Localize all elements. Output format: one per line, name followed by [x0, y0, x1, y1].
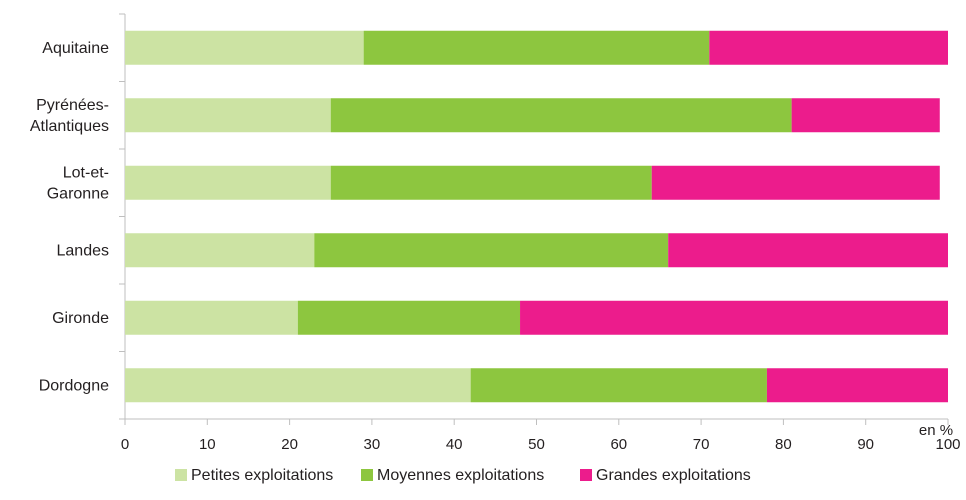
- x-tick-label: 70: [693, 436, 710, 453]
- x-tick-label: 40: [446, 436, 463, 453]
- bars: [125, 30, 948, 403]
- legend-label: Petites exploitations: [191, 467, 333, 484]
- bar-petites-4: [125, 300, 298, 335]
- legend: Petites exploitations Moyennes exploitati…: [175, 467, 751, 484]
- x-tick-label: 0: [121, 436, 129, 453]
- bar-grandes-3: [668, 233, 948, 268]
- x-tick-label: 80: [775, 436, 792, 453]
- bar-moyennes-3: [314, 233, 669, 268]
- x-tick-label: 30: [364, 436, 381, 453]
- bar-moyennes-0: [363, 30, 710, 65]
- category-label: Landes: [57, 242, 110, 259]
- bar-moyennes-1: [330, 98, 792, 133]
- bar-grandes-2: [651, 165, 940, 200]
- x-tick-label: 10: [199, 436, 216, 453]
- bar-petites-1: [125, 98, 331, 133]
- legend-swatch: [175, 469, 187, 481]
- x-tick-label: 60: [610, 436, 627, 453]
- bar-petites-0: [125, 30, 364, 65]
- category-label: Pyrénées-Atlantiques: [30, 97, 109, 135]
- x-tick-label: 100: [935, 436, 960, 453]
- bar-moyennes-4: [297, 300, 521, 335]
- legend-swatch: [361, 469, 373, 481]
- legend-label: Grandes exploitations: [596, 467, 751, 484]
- bar-petites-2: [125, 165, 331, 200]
- bar-grandes-1: [791, 98, 940, 133]
- axes: [119, 13, 949, 425]
- legend-label: Moyennes exploitations: [377, 467, 544, 484]
- x-tick-label: 50: [528, 436, 545, 453]
- x-tick-label: 90: [857, 436, 874, 453]
- bar-grandes-0: [709, 30, 948, 65]
- bar-grandes-5: [766, 368, 948, 403]
- bar-petites-3: [125, 233, 315, 268]
- bar-moyennes-2: [330, 165, 652, 200]
- category-label: Dordogne: [39, 377, 109, 394]
- category-label: Lot-et-Garonne: [47, 164, 109, 202]
- legend-swatch: [580, 469, 592, 481]
- category-label: Gironde: [52, 310, 109, 327]
- bar-moyennes-5: [470, 368, 767, 403]
- bar-grandes-4: [520, 300, 948, 335]
- category-label: Aquitaine: [42, 40, 109, 57]
- bar-petites-5: [125, 368, 471, 403]
- x-axis-unit-label: en %: [919, 422, 953, 439]
- x-tick-label: 20: [281, 436, 298, 453]
